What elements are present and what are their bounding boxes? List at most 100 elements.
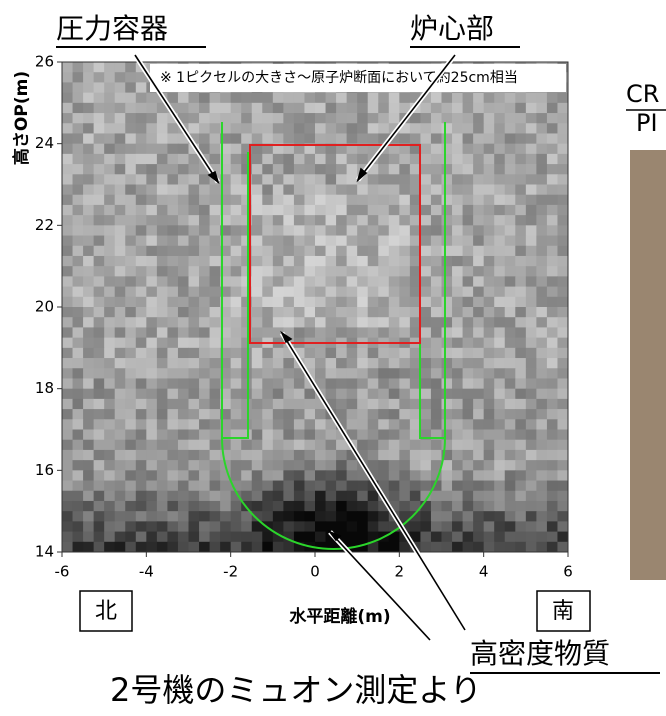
pixel bbox=[442, 511, 453, 522]
pixel bbox=[273, 460, 284, 471]
pixel bbox=[146, 113, 157, 124]
pixel bbox=[146, 154, 157, 165]
pixel bbox=[73, 542, 84, 553]
pixel bbox=[315, 317, 326, 328]
pixel bbox=[273, 348, 284, 359]
pixel bbox=[494, 317, 505, 328]
pixel bbox=[368, 133, 379, 144]
pixel bbox=[484, 236, 495, 247]
pixel bbox=[273, 542, 284, 553]
pixel bbox=[125, 378, 136, 389]
pixel bbox=[442, 501, 453, 512]
pixel bbox=[557, 317, 568, 328]
pixel bbox=[357, 185, 368, 196]
pixel bbox=[420, 358, 431, 369]
pixel bbox=[473, 501, 484, 512]
pixel bbox=[146, 185, 157, 196]
pixel bbox=[167, 205, 178, 216]
pixel bbox=[557, 236, 568, 247]
pixel bbox=[336, 470, 347, 481]
pixel bbox=[326, 389, 337, 400]
pixel bbox=[547, 144, 558, 155]
pixel bbox=[420, 225, 431, 236]
pixel bbox=[178, 399, 189, 410]
pixel bbox=[146, 205, 157, 216]
pixel bbox=[283, 511, 294, 522]
pixel bbox=[442, 399, 453, 410]
pixel bbox=[73, 93, 84, 104]
pixel bbox=[442, 378, 453, 389]
pixel bbox=[157, 174, 168, 185]
pixel bbox=[357, 378, 368, 389]
pixel bbox=[304, 511, 315, 522]
pixel bbox=[557, 307, 568, 318]
pixel bbox=[484, 511, 495, 522]
pixel bbox=[189, 185, 200, 196]
pixel bbox=[146, 246, 157, 257]
pixel bbox=[463, 419, 474, 430]
pixel bbox=[231, 123, 242, 134]
pixel bbox=[505, 246, 516, 257]
pixel bbox=[262, 164, 273, 175]
pixel bbox=[431, 358, 442, 369]
pixel bbox=[94, 450, 105, 461]
pixel bbox=[399, 266, 410, 277]
pixel bbox=[494, 123, 505, 134]
pixel bbox=[505, 154, 516, 165]
pixel bbox=[283, 378, 294, 389]
pixel bbox=[125, 348, 136, 359]
pixel bbox=[526, 287, 537, 298]
pixel bbox=[526, 491, 537, 502]
pixel bbox=[252, 307, 263, 318]
pixel bbox=[199, 236, 210, 247]
pixel bbox=[136, 287, 147, 298]
pixel bbox=[473, 276, 484, 287]
pixel bbox=[136, 481, 147, 492]
pixel bbox=[442, 317, 453, 328]
pixel bbox=[62, 174, 73, 185]
pixel bbox=[189, 174, 200, 185]
pixel bbox=[473, 113, 484, 124]
pixel bbox=[315, 225, 326, 236]
cut-text: CR bbox=[626, 80, 659, 108]
pixel bbox=[463, 103, 474, 114]
pixel bbox=[431, 287, 442, 298]
pixel bbox=[326, 215, 337, 226]
pixel bbox=[336, 246, 347, 257]
pixel bbox=[104, 470, 115, 481]
pixel bbox=[262, 195, 273, 206]
pixel bbox=[463, 481, 474, 492]
pixel bbox=[283, 154, 294, 165]
pixel bbox=[336, 481, 347, 492]
pixel bbox=[347, 358, 358, 369]
pixel bbox=[326, 246, 337, 257]
pixel bbox=[557, 440, 568, 451]
pixel bbox=[62, 501, 73, 512]
pixel bbox=[231, 358, 242, 369]
pixel bbox=[463, 174, 474, 185]
pixel bbox=[252, 491, 263, 502]
pixel bbox=[241, 103, 252, 114]
pixel bbox=[515, 430, 526, 441]
pixel bbox=[536, 399, 547, 410]
pixel bbox=[326, 205, 337, 216]
pixel bbox=[199, 358, 210, 369]
pixel bbox=[189, 307, 200, 318]
pixel bbox=[557, 491, 568, 502]
pixel bbox=[94, 532, 105, 543]
pixel bbox=[484, 225, 495, 236]
pixel bbox=[210, 378, 221, 389]
pixel bbox=[557, 419, 568, 430]
pixel bbox=[94, 481, 105, 492]
pixel bbox=[146, 317, 157, 328]
pixel bbox=[326, 491, 337, 502]
pixel bbox=[557, 327, 568, 338]
pixel bbox=[262, 491, 273, 502]
pixel bbox=[62, 297, 73, 308]
pixel bbox=[452, 430, 463, 441]
pixel bbox=[494, 225, 505, 236]
pixel bbox=[94, 154, 105, 165]
pixel bbox=[189, 460, 200, 471]
pixel bbox=[357, 532, 368, 543]
pixel bbox=[125, 133, 136, 144]
